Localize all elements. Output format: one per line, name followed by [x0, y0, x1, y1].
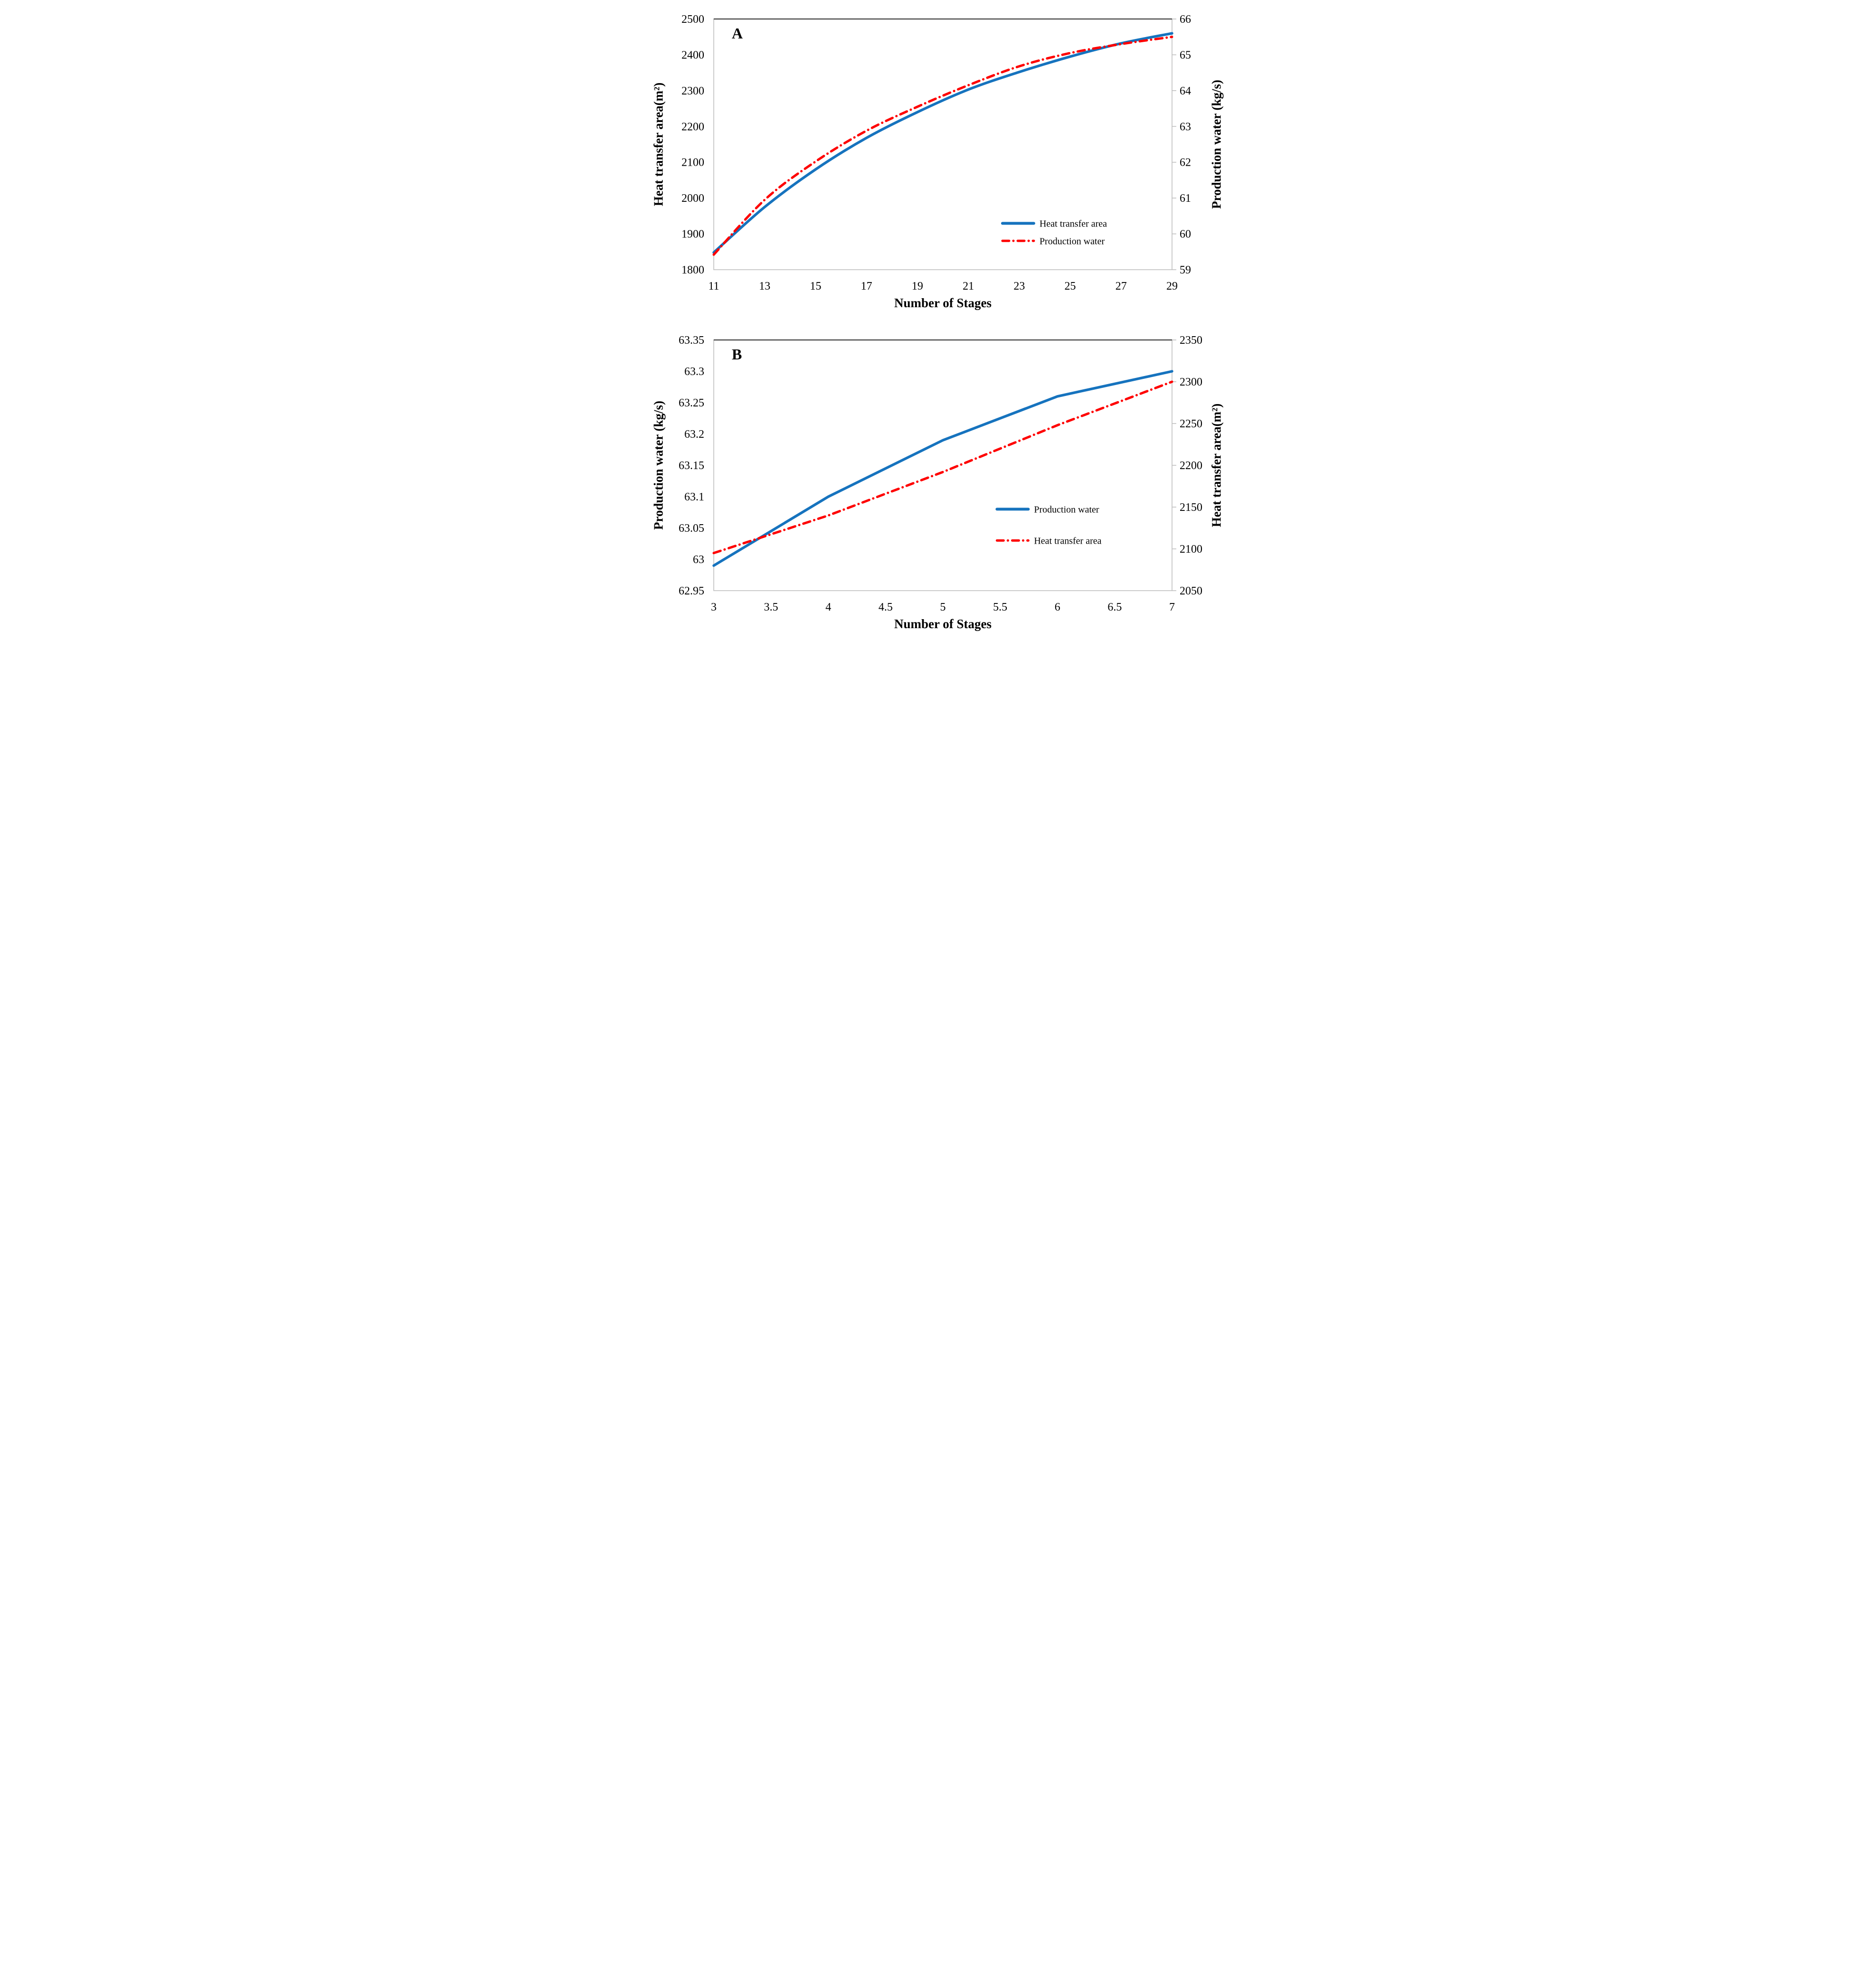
y-left-tick-label: 2400 [681, 49, 704, 61]
x-tick-label: 15 [810, 280, 821, 292]
x-tick-label: 21 [963, 280, 974, 292]
chart-a-panel-label: A [732, 25, 743, 42]
y-right-tick-label: 59 [1180, 264, 1191, 276]
y-right-tick-label: 2200 [1180, 460, 1202, 472]
x-tick-label: 29 [1166, 280, 1178, 292]
x-tick-label: 7 [1169, 601, 1175, 613]
x-tick-label: 11 [708, 280, 719, 292]
y-left-tick-label: 63.15 [679, 460, 704, 472]
x-tick-label: 17 [861, 280, 872, 292]
chart-a-plot: 2500 2400 2300 2200 2100 2000 1900 1800 66 65 64 63… [681, 13, 1191, 292]
y-right-tick-label: 60 [1180, 228, 1191, 241]
plot-border [713, 339, 1172, 591]
legend-label-heat-transfer-area: Heat transfer area [1040, 218, 1107, 229]
chart-b-panel-label: B [732, 346, 742, 363]
y-left-tick-label: 2200 [681, 121, 704, 133]
legend-label-heat-transfer-area: Heat transfer area [1034, 536, 1101, 546]
chart-a-left-axis-title: Heat transfer area(m²) [651, 82, 666, 207]
chart-a-x-axis-title: Number of Stages [894, 296, 992, 310]
y-left-tick-label: 63.2 [684, 428, 704, 441]
y-left-tick-label: 2300 [681, 85, 704, 97]
plot-border [713, 19, 1172, 270]
y-right-tick-label: 2100 [1180, 543, 1202, 556]
y-left-tick-label: 2500 [681, 13, 704, 26]
y-right-tick-label: 63 [1180, 121, 1191, 133]
x-tick-label: 25 [1065, 280, 1076, 292]
y-left-tick-label: 1800 [681, 264, 704, 276]
y-left-tick-label: 63.1 [684, 491, 704, 503]
y-right-tick-label: 2150 [1180, 501, 1202, 514]
chart-panel-b: 63.35 63.3 63.25 63.2 63.15 63.1 63.05 63 62.95 2… [638, 326, 1227, 639]
legend-label-production-water: Production water [1034, 504, 1099, 515]
x-tick-label: 3 [711, 601, 717, 613]
chart-b-right-axis-title: Heat transfer area(m²) [1209, 403, 1224, 528]
x-tick-label: 6.5 [1107, 601, 1122, 613]
y-right-tick-label: 64 [1180, 85, 1191, 97]
y-right-tick-label: 61 [1180, 192, 1191, 205]
series-line-heat-transfer-area [712, 380, 1173, 555]
y-left-tick-label: 63.25 [679, 397, 704, 409]
x-tick-label: 23 [1013, 280, 1025, 292]
chart-b-left-axis-title: Production water (kg/s) [651, 401, 666, 530]
x-tick-label: 19 [912, 280, 923, 292]
x-tick-label: 5 [940, 601, 946, 613]
y-left-tick-label: 2000 [681, 192, 704, 205]
series-line-production-water [712, 370, 1173, 567]
x-tick-label: 27 [1116, 280, 1127, 292]
series-line-heat-transfer-area [712, 32, 1173, 254]
y-right-tick-label: 66 [1180, 13, 1191, 26]
y-left-tick-label: 63.3 [684, 366, 704, 378]
series-line-production-water [712, 36, 1173, 256]
x-tick-label: 4.5 [879, 601, 893, 613]
y-left-tick-label: 63 [693, 554, 704, 566]
y-right-tick-label: 2300 [1180, 376, 1202, 388]
legend-label-production-water: Production water [1040, 236, 1105, 246]
y-right-tick-label: 65 [1180, 49, 1191, 61]
y-left-tick-label: 2100 [681, 157, 704, 169]
x-tick-label: 4 [825, 601, 831, 613]
y-left-tick-label: 1900 [681, 228, 704, 241]
y-left-tick-label: 63.05 [679, 522, 704, 535]
y-right-tick-label: 2250 [1180, 418, 1202, 430]
figure: 2500 2400 2300 2200 2100 2000 1900 1800 66 65 64 63… [634, 0, 1238, 644]
y-left-tick-label: 62.95 [679, 585, 704, 597]
chart-b-x-axis-title: Number of Stages [894, 617, 992, 631]
x-tick-label: 3.5 [764, 601, 778, 613]
y-right-tick-label: 62 [1180, 157, 1191, 169]
x-tick-label: 6 [1055, 601, 1060, 613]
y-right-tick-label: 2050 [1180, 585, 1202, 597]
x-tick-label: 13 [759, 280, 770, 292]
y-right-tick-label: 2350 [1180, 334, 1202, 347]
chart-panel-a: 2500 2400 2300 2200 2100 2000 1900 1800 66 65 64 63… [638, 5, 1227, 318]
chart-b-plot: 63.3563.363.2563.263.1563.163.056362.952… [679, 334, 1202, 613]
y-left-tick-label: 63.35 [679, 334, 704, 347]
x-tick-label: 5.5 [993, 601, 1007, 613]
chart-a-right-axis-title: Production water (kg/s) [1209, 80, 1224, 209]
